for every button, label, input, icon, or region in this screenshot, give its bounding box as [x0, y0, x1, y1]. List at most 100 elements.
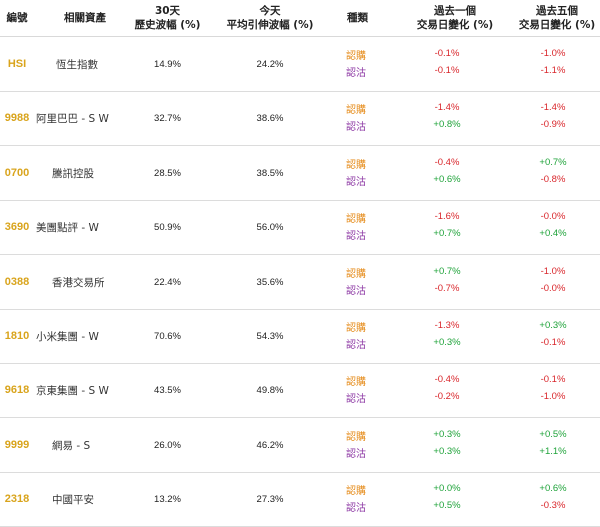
asset-code-link[interactable]: 0388 [4, 276, 30, 288]
put-label[interactable]: 認沽 [346, 68, 366, 79]
put-change-5d: -1.1% [540, 65, 566, 76]
put-change-1d: +0.5% [433, 500, 461, 511]
table-row[interactable]: 1810 小米集團 - W 70.6% 54.3% 認購 認沽 -1.3% +0.3% +0.3… [0, 309, 600, 364]
asset-name: 中國平安 [52, 493, 94, 506]
hv-value: 50.9% [154, 221, 181, 233]
iv-value: 38.5% [256, 167, 284, 179]
put-label[interactable]: 認沽 [346, 503, 366, 514]
call-change-5d: -1.4% [540, 102, 566, 113]
asset-code-link[interactable]: 9999 [4, 439, 30, 451]
call-label[interactable]: 認購 [346, 377, 366, 388]
iv-value: 38.6% [256, 112, 284, 124]
asset-name: 騰訊控股 [52, 167, 94, 180]
header-type: 種類 [335, 0, 380, 36]
header-hv-line2: 歷史波幅 (%) [134, 19, 201, 31]
put-change-1d: +0.3% [433, 446, 461, 457]
put-label[interactable]: 認沽 [346, 177, 366, 188]
call-change-1d: -0.4% [434, 374, 460, 385]
call-change-5d: -1.0% [540, 266, 566, 277]
asset-name: 京東集團 - S W [36, 384, 109, 397]
header-iv-line1: 今天 [259, 5, 281, 17]
call-label[interactable]: 認購 [346, 323, 366, 334]
put-change-5d: -0.0% [540, 283, 566, 294]
header-type-label: 種類 [347, 12, 368, 24]
hv-value: 28.5% [154, 167, 181, 179]
call-label[interactable]: 認購 [346, 160, 366, 171]
put-change-1d: -0.1% [434, 65, 460, 76]
asset-code-link[interactable]: 9988 [4, 112, 30, 124]
table-row[interactable]: 3690 美團點評 - W 50.9% 56.0% 認購 認沽 -1.6% +0.7% -0.0… [0, 200, 600, 255]
put-change-5d: -0.1% [540, 337, 566, 348]
call-change-1d: -0.1% [434, 48, 460, 59]
asset-code-link[interactable]: 9618 [4, 384, 30, 396]
call-change-5d: +0.7% [539, 157, 567, 168]
put-label[interactable]: 認沽 [346, 340, 366, 351]
iv-value: 27.3% [256, 493, 284, 505]
table-row[interactable]: 0388 香港交易所 22.4% 35.6% 認購 認沽 +0.7% -0.7% -1.0% -0… [0, 255, 600, 310]
call-change-5d: -0.0% [540, 211, 566, 222]
call-label[interactable]: 認購 [346, 105, 366, 116]
put-change-5d: -1.0% [540, 391, 566, 402]
put-change-1d: +0.6% [433, 174, 461, 185]
put-label[interactable]: 認沽 [346, 122, 366, 133]
hv-value: 13.2% [154, 493, 181, 505]
call-change-1d: -0.4% [434, 157, 460, 168]
table-row[interactable]: 2318 中國平安 13.2% 27.3% 認購 認沽 +0.0% +0.5% +0.6% -0.… [0, 472, 600, 527]
header-chg1-line2: 交易日變化 (%) [416, 19, 494, 31]
iv-value: 24.2% [256, 58, 284, 70]
hv-value: 14.9% [154, 58, 181, 70]
asset-name: 小米集團 - W [36, 330, 99, 343]
call-label[interactable]: 認購 [346, 486, 366, 497]
put-label[interactable]: 認沽 [346, 394, 366, 405]
put-label[interactable]: 認沽 [346, 449, 366, 460]
put-change-5d: -0.9% [540, 119, 566, 130]
put-change-1d: +0.3% [433, 337, 461, 348]
call-change-5d: +0.3% [539, 320, 567, 331]
asset-code-link[interactable]: HSI [7, 58, 27, 70]
header-iv: 今天 平均引伸波幅 (%) [215, 0, 325, 36]
call-label[interactable]: 認購 [346, 269, 366, 280]
put-change-5d: +1.1% [539, 446, 567, 457]
iv-value: 46.2% [256, 439, 284, 451]
call-label[interactable]: 認購 [346, 214, 366, 225]
iv-value: 56.0% [256, 221, 284, 233]
call-change-5d: -0.1% [540, 374, 566, 385]
header-chg1-line1: 過去一個 [434, 5, 476, 17]
put-change-1d: -0.2% [434, 391, 460, 402]
put-change-5d: +0.4% [539, 228, 567, 239]
asset-code-link[interactable]: 3690 [4, 221, 30, 233]
put-label[interactable]: 認沽 [346, 286, 366, 297]
call-change-1d: +0.7% [433, 266, 461, 277]
call-label[interactable]: 認購 [346, 51, 366, 62]
hv-value: 26.0% [154, 439, 181, 451]
asset-code-link[interactable]: 2318 [4, 493, 30, 505]
header-asset: 相關資產 [50, 0, 120, 36]
table-row[interactable]: 9999 網易 - S 26.0% 46.2% 認購 認沽 +0.3% +0.3% +0.5% +… [0, 418, 600, 473]
header-code-label: 編號 [6, 12, 28, 24]
asset-code-link[interactable]: 0700 [4, 167, 30, 179]
call-change-1d: +0.0% [433, 483, 461, 494]
table-row[interactable]: 9618 京東集團 - S W 43.5% 49.8% 認購認沽 -0.4% -0.2% -0… [0, 363, 600, 418]
header-chg5-line1: 過去五個 [536, 5, 578, 17]
put-label[interactable]: 認沽 [346, 231, 366, 242]
iv-value: 49.8% [256, 384, 284, 396]
table-row[interactable]: 9988 阿里巴巴 - S W 32.7% 38.6% 認購 認沽 -1.4% +0.8% -1… [0, 91, 600, 146]
call-label[interactable]: 認購 [346, 432, 366, 443]
put-change-1d: -0.7% [434, 283, 460, 294]
header-hv-line1: 30天 [154, 5, 181, 17]
header-chg1: 過去一個 交易日變化 (%) [400, 0, 510, 36]
hv-value: 43.5% [154, 384, 181, 396]
header-hv: 30天 歷史波幅 (%) [125, 0, 210, 36]
put-change-1d: +0.7% [433, 228, 461, 239]
asset-name: 恆生指數 [56, 58, 98, 71]
header-iv-line2: 平均引伸波幅 (%) [226, 19, 314, 31]
put-change-1d: +0.8% [433, 119, 461, 130]
table-row[interactable]: HSI 恆生指數 14.9% 24.2% 認購 認沽 -0.1% -0.1% -1.0% -1.1… [0, 37, 600, 92]
header-chg5: 過去五個 交易日變化 (%) [502, 0, 600, 36]
asset-code-link[interactable]: 1810 [4, 330, 30, 342]
asset-name: 網易 - S [52, 439, 91, 452]
table-row[interactable]: 0700 騰訊控股 28.5% 38.5% 認購 認沽 -0.4% +0.6% +0.7% -0.… [0, 146, 600, 201]
iv-value: 54.3% [256, 330, 284, 342]
header-code: 編號 [0, 0, 34, 36]
